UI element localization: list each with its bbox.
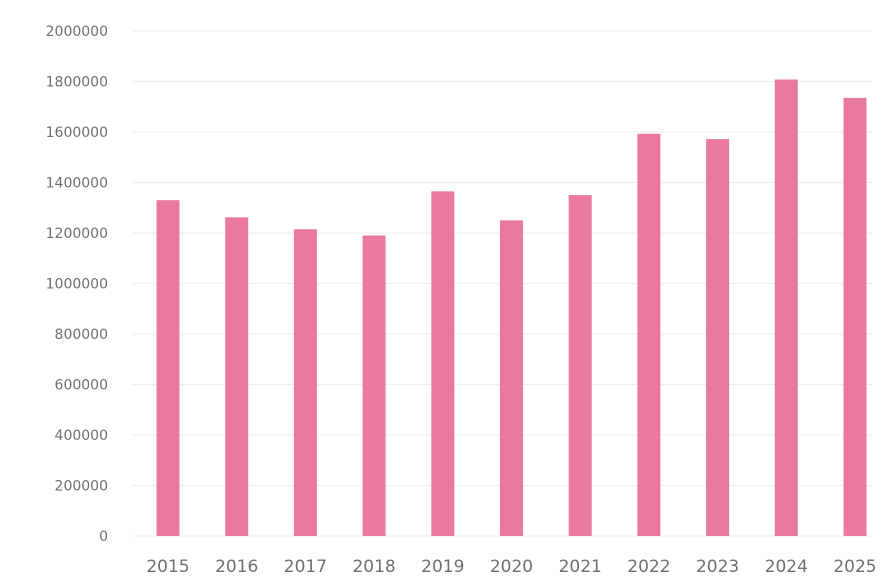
bar-2023 [706,139,730,536]
y-tick-label: 600000 [55,378,108,394]
y-tick-label: 400000 [55,428,108,444]
x-tick-label: 2022 [627,557,670,577]
bar-2020 [500,220,523,536]
x-tick-label: 2021 [559,557,602,577]
x-tick-label: 2020 [490,557,533,577]
y-tick-label: 800000 [55,327,108,343]
y-tick-label: 200000 [55,479,108,495]
bar-2019 [431,191,455,536]
y-tick-label: 1000000 [46,277,108,293]
x-tick-label: 2019 [421,557,464,577]
y-tick-label: 1600000 [46,125,108,141]
bar-2024 [774,79,798,536]
x-tick-label: 2015 [146,557,189,577]
y-tick-label: 1800000 [46,75,108,91]
x-tick-label: 2017 [284,557,327,577]
y-tick-label: 1400000 [46,176,108,192]
x-tick-label: 2024 [765,557,808,577]
y-tick-label: 1200000 [46,226,108,242]
bar-2015 [156,200,180,537]
bar-2021 [568,195,592,536]
y-tick-label: 0 [99,529,108,545]
x-tick-label: 2016 [215,557,258,577]
bar-2016 [225,217,249,536]
bar-2022 [637,133,661,536]
bar-2025 [843,97,867,536]
x-tick-label: 2025 [833,557,876,577]
bars [156,79,867,537]
y-tick-label: 2000000 [46,24,108,40]
bar-2017 [293,229,317,536]
x-axis-tick-labels: 2015 2016 2017 2018 2019 2020 2021 2022 2023 2024… [146,557,876,577]
y-axis-tick-labels: 0 200000 400000 600000 800000 1000000 1200000 1… [46,24,108,545]
bar-2018 [362,235,386,536]
x-tick-label: 2018 [352,557,395,577]
x-tick-label: 2023 [696,557,739,577]
